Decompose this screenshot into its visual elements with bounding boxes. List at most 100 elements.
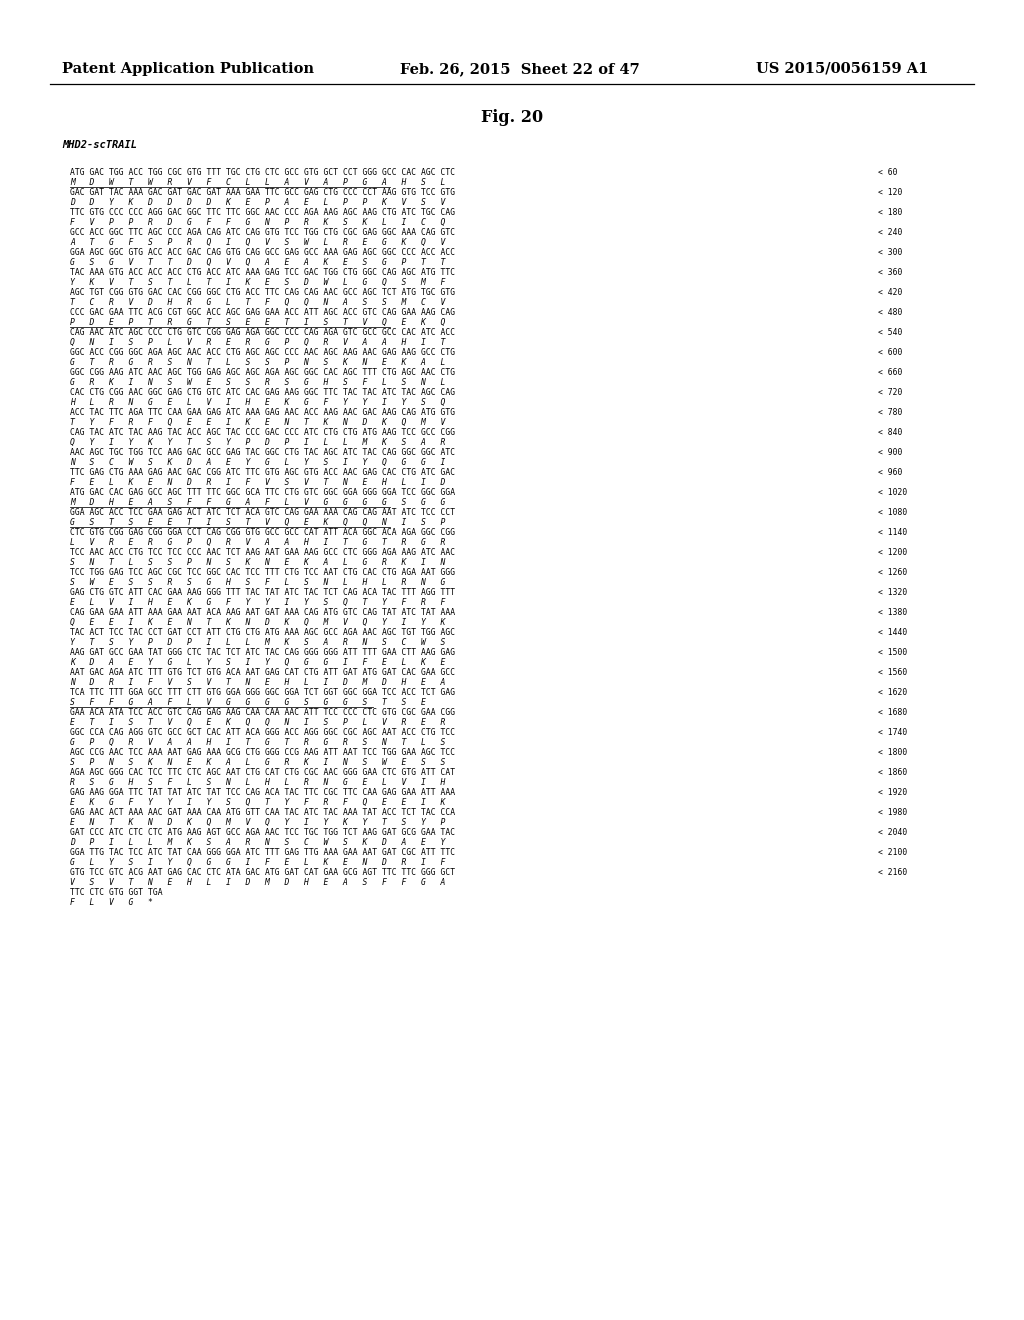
Text: < 1320: < 1320 — [878, 587, 907, 597]
Text: < 1500: < 1500 — [878, 648, 907, 657]
Text: < 420: < 420 — [878, 288, 902, 297]
Text: Patent Application Publication: Patent Application Publication — [62, 62, 314, 77]
Text: < 540: < 540 — [878, 327, 902, 337]
Text: < 660: < 660 — [878, 368, 902, 378]
Text: GGA TTG TAC TCC ATC TAT CAA GGG GGA ATC TTT GAG TTG AAA GAA AAT GAT CGC ATT TTC: GGA TTG TAC TCC ATC TAT CAA GGG GGA ATC … — [70, 847, 455, 857]
Text: < 1560: < 1560 — [878, 668, 907, 677]
Text: CAC CTG CGG AAC GGC GAG CTG GTC ATC CAC GAG AAG GGC TTC TAC TAC ATC TAC AGC CAG: CAC CTG CGG AAC GGC GAG CTG GTC ATC CAC … — [70, 388, 455, 397]
Text: V   S   V   T   N   E   H   L   I   D   M   D   H   E   A   S   F   F   G   A: V S V T N E H L I D M D H E A S F F G A — [70, 878, 445, 887]
Text: M   D   H   E   A   S   F   F   G   A   F   L   V   G   G   G   G   S   G   G: M D H E A S F F G A F L V G G G G S G G — [70, 498, 445, 507]
Text: GCC ACC GGC TTC AGC CCC AGA CAG ATC CAG GTG TCC TGG CTG CGC GAG GGC AAA CAG GTC: GCC ACC GGC TTC AGC CCC AGA CAG ATC CAG … — [70, 228, 455, 238]
Text: L   V   R   E   R   G   P   Q   R   V   A   A   H   I   T   G   T   R   G   R: L V R E R G P Q R V A A H I T G T R G R — [70, 539, 445, 546]
Text: < 480: < 480 — [878, 308, 902, 317]
Text: TTC GAG CTG AAA GAG AAC GAC CGG ATC TTC GTG AGC GTG ACC AAC GAG CAC CTG ATC GAC: TTC GAG CTG AAA GAG AAC GAC CGG ATC TTC … — [70, 469, 455, 477]
Text: ATG GAC TGG ACC TGG CGC GTG TTT TGC CTG CTC GCC GTG GCT CCT GGG GCC CAC AGC CTC: ATG GAC TGG ACC TGG CGC GTG TTT TGC CTG … — [70, 168, 455, 177]
Text: ACC TAC TTC AGA TTC CAA GAA GAG ATC AAA GAG AAC ACC AAG AAC GAC AAG CAG ATG GTG: ACC TAC TTC AGA TTC CAA GAA GAG ATC AAA … — [70, 408, 455, 417]
Text: US 2015/0056159 A1: US 2015/0056159 A1 — [756, 62, 929, 77]
Text: G   P   Q   R   V   A   A   H   I   T   G   T   R   G   R   S   N   T   L   S: G P Q R V A A H I T G T R G R S N T L S — [70, 738, 445, 747]
Text: E   T   I   S   T   V   Q   E   K   Q   Q   N   I   S   P   L   V   R   E   R: E T I S T V Q E K Q Q N I S P L V R E R — [70, 718, 445, 727]
Text: Y   K   V   T   S   T   L   T   I   K   E   S   D   W   L   G   Q   S   M   F: Y K V T S T L T I K E S D W L G Q S M F — [70, 279, 445, 286]
Text: < 360: < 360 — [878, 268, 902, 277]
Text: < 600: < 600 — [878, 348, 902, 356]
Text: GAG CTG GTC ATT CAC GAA AAG GGG TTT TAC TAT ATC TAC TCT CAG ACA TAC TTT AGG TTT: GAG CTG GTC ATT CAC GAA AAG GGG TTT TAC … — [70, 587, 455, 597]
Text: AGC CCG AAC TCC AAA AAT GAG AAA GCG CTG GGG CCG AAG ATT AAT TCC TGG GAA AGC TCC: AGC CCG AAC TCC AAA AAT GAG AAA GCG CTG … — [70, 748, 455, 756]
Text: < 60: < 60 — [878, 168, 897, 177]
Text: AAG GAT GCC GAA TAT GGG CTC TAC TCT ATC TAC CAG GGG GGG ATT TTT GAA CTT AAG GAG: AAG GAT GCC GAA TAT GGG CTC TAC TCT ATC … — [70, 648, 455, 657]
Text: < 240: < 240 — [878, 228, 902, 238]
Text: Y   T   S   Y   P   D   P   I   L   L   M   K   S   A   R   N   S   C   W   S: Y T S Y P D P I L L M K S A R N S C W S — [70, 638, 445, 647]
Text: < 1620: < 1620 — [878, 688, 907, 697]
Text: ATG GAC CAC GAG GCC AGC TTT TTC GGC GCA TTC CTG GTC GGC GGA GGG GGA TCC GGC GGA: ATG GAC CAC GAG GCC AGC TTT TTC GGC GCA … — [70, 488, 455, 498]
Text: AGC TGT CGG GTG GAC CAC CGG GGC CTG ACC TTC CAG CAG AAC GCC AGC TCT ATG TGC GTG: AGC TGT CGG GTG GAC CAC CGG GGC CTG ACC … — [70, 288, 455, 297]
Text: < 720: < 720 — [878, 388, 902, 397]
Text: R   S   G   H   S   F   L   S   N   L   H   L   R   N   G   E   L   V   I   H: R S G H S F L S N L H L R N G E L V I H — [70, 777, 445, 787]
Text: < 1140: < 1140 — [878, 528, 907, 537]
Text: G   L   Y   S   I   Y   Q   G   G   I   F   E   L   K   E   N   D   R   I   F: G L Y S I Y Q G G I F E L K E N D R I F — [70, 858, 445, 867]
Text: TCC AAC ACC CTG TCC TCC CCC AAC TCT AAG AAT GAA AAG GCC CTC GGG AGA AAG ATC AAC: TCC AAC ACC CTG TCC TCC CCC AAC TCT AAG … — [70, 548, 455, 557]
Text: TCA TTC TTT GGA GCC TTT CTT GTG GGA GGG GGC GGA TCT GGT GGC GGA TCC ACC TCT GAG: TCA TTC TTT GGA GCC TTT CTT GTG GGA GGG … — [70, 688, 455, 697]
Text: < 1020: < 1020 — [878, 488, 907, 498]
Text: CTC GTG CGG GAG CGG GGA CCT CAG CGG GTG GCC GCC CAT ATT ACA GGC ACA AGA GGC CGG: CTC GTG CGG GAG CGG GGA CCT CAG CGG GTG … — [70, 528, 455, 537]
Text: GAG AAG GGA TTC TAT TAT ATC TAT TCC CAG ACA TAC TTC CGC TTC CAA GAG GAA ATT AAA: GAG AAG GGA TTC TAT TAT ATC TAT TCC CAG … — [70, 788, 455, 797]
Text: F   E   L   K   E   N   D   R   I   F   V   S   V   T   N   E   H   L   I   D: F E L K E N D R I F V S V T N E H L I D — [70, 478, 445, 487]
Text: G   S   G   V   T   T   D   Q   V   Q   A   E   A   K   E   S   G   P   T   T: G S G V T T D Q V Q A E A K E S G P T T — [70, 257, 445, 267]
Text: AAC AGC TGC TGG TCC AAG GAC GCC GAG TAC GGC CTG TAC AGC ATC TAC CAG GGC GGC ATC: AAC AGC TGC TGG TCC AAG GAC GCC GAG TAC … — [70, 447, 455, 457]
Text: Q   Y   I   Y   K   Y   T   S   Y   P   D   P   I   L   L   M   K   S   A   R: Q Y I Y K Y T S Y P D P I L L M K S A R — [70, 438, 445, 447]
Text: TAC ACT TCC TAC CCT GAT CCT ATT CTG CTG ATG AAA AGC GCC AGA AAC AGC TGT TGG AGC: TAC ACT TCC TAC CCT GAT CCT ATT CTG CTG … — [70, 628, 455, 638]
Text: S   W   E   S   S   R   S   G   H   S   F   L   S   N   L   H   L   R   N   G: S W E S S R S G H S F L S N L H L R N G — [70, 578, 445, 587]
Text: < 1380: < 1380 — [878, 609, 907, 616]
Text: E   N   T   K   N   D   K   Q   M   V   Q   Y   I   Y   K   Y   T   S   Y   P: E N T K N D K Q M V Q Y I Y K Y T S Y P — [70, 818, 445, 828]
Text: < 120: < 120 — [878, 187, 902, 197]
Text: E   L   V   I   H   E   K   G   F   Y   Y   I   Y   S   Q   T   Y   F   R   F: E L V I H E K G F Y Y I Y S Q T Y F R F — [70, 598, 445, 607]
Text: D   P   I   L   L   M   K   S   A   R   N   S   C   W   S   K   D   A   E   Y: D P I L L M K S A R N S C W S K D A E Y — [70, 838, 445, 847]
Text: Feb. 26, 2015  Sheet 22 of 47: Feb. 26, 2015 Sheet 22 of 47 — [400, 62, 640, 77]
Text: TTC GTG CCC CCC AGG GAC GGC TTC TTC GGC AAC CCC AGA AAG AGC AAG CTG ATC TGC CAG: TTC GTG CCC CCC AGG GAC GGC TTC TTC GGC … — [70, 209, 455, 216]
Text: GGA AGC GGC GTG ACC ACC GAC CAG GTG CAG GCC GAG GCC AAA GAG AGC GGC CCC ACC ACC: GGA AGC GGC GTG ACC ACC GAC CAG GTG CAG … — [70, 248, 455, 257]
Text: E   K   G   F   Y   Y   I   Y   S   Q   T   Y   F   R   F   Q   E   E   I   K: E K G F Y Y I Y S Q T Y F R F Q E E I K — [70, 799, 445, 807]
Text: S   P   N   S   K   N   E   K   A   L   G   R   K   I   N   S   W   E   S   S: S P N S K N E K A L G R K I N S W E S S — [70, 758, 445, 767]
Text: GAT CCC ATC CTC CTC ATG AAG AGT GCC AGA AAC TCC TGC TGG TCT AAG GAT GCG GAA TAC: GAT CCC ATC CTC CTC ATG AAG AGT GCC AGA … — [70, 828, 455, 837]
Text: < 2160: < 2160 — [878, 869, 907, 876]
Text: H   L   R   N   G   E   L   V   I   H   E   K   G   F   Y   Y   I   Y   S   Q: H L R N G E L V I H E K G F Y Y I Y S Q — [70, 399, 445, 407]
Text: TTC CTC GTG GGT TGA: TTC CTC GTG GGT TGA — [70, 888, 163, 898]
Text: < 1860: < 1860 — [878, 768, 907, 777]
Text: CAG TAC ATC TAC AAG TAC ACC AGC TAC CCC GAC CCC ATC CTG CTG ATG AAG TCC GCC CGG: CAG TAC ATC TAC AAG TAC ACC AGC TAC CCC … — [70, 428, 455, 437]
Text: CAG AAC ATC AGC CCC CTG GTC CGG GAG AGA GGC CCC CAG AGA GTC GCC GCC CAC ATC ACC: CAG AAC ATC AGC CCC CTG GTC CGG GAG AGA … — [70, 327, 455, 337]
Text: CCC GAC GAA TTC ACG CGT GGC ACC AGC GAG GAA ACC ATT AGC ACC GTC CAG GAA AAG CAG: CCC GAC GAA TTC ACG CGT GGC ACC AGC GAG … — [70, 308, 455, 317]
Text: AGA AGC GGG CAC TCC TTC CTC AGC AAT CTG CAT CTG CGC AAC GGG GAA CTC GTG ATT CAT: AGA AGC GGG CAC TCC TTC CTC AGC AAT CTG … — [70, 768, 455, 777]
Text: G   R   K   I   N   S   W   E   S   S   R   S   G   H   S   F   L   S   N   L: G R K I N S W E S S R S G H S F L S N L — [70, 378, 445, 387]
Text: Q   N   I   S   P   L   V   R   E   R   G   P   Q   R   V   A   A   H   I   T: Q N I S P L V R E R G P Q R V A A H I T — [70, 338, 445, 347]
Text: < 840: < 840 — [878, 428, 902, 437]
Text: < 1920: < 1920 — [878, 788, 907, 797]
Text: F   V   P   P   R   D   G   F   F   G   N   P   R   K   S   K   L   I   C   Q: F V P P R D G F F G N P R K S K L I C Q — [70, 218, 445, 227]
Text: P   D   E   P   T   R   G   T   S   E   E   T   I   S   T   V   Q   E   K   Q: P D E P T R G T S E E T I S T V Q E K Q — [70, 318, 445, 327]
Text: < 2040: < 2040 — [878, 828, 907, 837]
Text: GAG AAC ACT AAA AAC GAT AAA CAA ATG GTT CAA TAC ATC TAC AAA TAT ACC TCT TAC CCA: GAG AAC ACT AAA AAC GAT AAA CAA ATG GTT … — [70, 808, 455, 817]
Text: G   S   T   S   E   E   T   I   S   T   V   Q   E   K   Q   Q   N   I   S   P: G S T S E E T I S T V Q E K Q Q N I S P — [70, 517, 445, 527]
Text: < 1980: < 1980 — [878, 808, 907, 817]
Text: < 1260: < 1260 — [878, 568, 907, 577]
Text: Q   E   E   I   K   E   N   T   K   N   D   K   Q   M   V   Q   Y   I   Y   K: Q E E I K E N T K N D K Q M V Q Y I Y K — [70, 618, 445, 627]
Text: < 900: < 900 — [878, 447, 902, 457]
Text: < 1440: < 1440 — [878, 628, 907, 638]
Text: MHD2-scTRAIL: MHD2-scTRAIL — [62, 140, 137, 150]
Text: < 960: < 960 — [878, 469, 902, 477]
Text: < 1200: < 1200 — [878, 548, 907, 557]
Text: GGC ACC CGG GGC AGA AGC AAC ACC CTG AGC AGC CCC AAC AGC AAG AAC GAG AAG GCC CTG: GGC ACC CGG GGC AGA AGC AAC ACC CTG AGC … — [70, 348, 455, 356]
Text: < 2100: < 2100 — [878, 847, 907, 857]
Text: M   D   W   T   W   R   V   F   C   L   L   A   V   A   P   G   A   H   S   L: M D W T W R V F C L L A V A P G A H S L — [70, 178, 445, 187]
Text: GGA AGC ACC TCC GAA GAG ACT ATC TCT ACA GTC CAG GAA AAA CAG CAG AAT ATC TCC CCT: GGA AGC ACC TCC GAA GAG ACT ATC TCT ACA … — [70, 508, 455, 517]
Text: < 1740: < 1740 — [878, 729, 907, 737]
Text: GAC GAT TAC AAA GAC GAT GAC GAT AAA GAA TTC GCC GAG CTG CCC CCT AAG GTG TCC GTG: GAC GAT TAC AAA GAC GAT GAC GAT AAA GAA … — [70, 187, 455, 197]
Text: TCC TGG GAG TCC AGC CGC TCC GGC CAC TCC TTT CTG TCC AAT CTG CAC CTG AGA AAT GGG: TCC TGG GAG TCC AGC CGC TCC GGC CAC TCC … — [70, 568, 455, 577]
Text: < 1800: < 1800 — [878, 748, 907, 756]
Text: TAC AAA GTG ACC ACC ACC CTG ACC ATC AAA GAG TCC GAC TGG CTG GGC CAG AGC ATG TTC: TAC AAA GTG ACC ACC ACC CTG ACC ATC AAA … — [70, 268, 455, 277]
Text: GAA ACA ATA TCC ACC GTC CAG GAG AAG CAA CAA AAC ATT TCC CCC CTC GTG CGC GAA CGG: GAA ACA ATA TCC ACC GTC CAG GAG AAG CAA … — [70, 708, 455, 717]
Text: Fig. 20: Fig. 20 — [481, 110, 543, 125]
Text: AAT GAC AGA ATC TTT GTG TCT GTG ACA AAT GAG CAT CTG ATT GAT ATG GAT CAC GAA GCC: AAT GAC AGA ATC TTT GTG TCT GTG ACA AAT … — [70, 668, 455, 677]
Text: < 1680: < 1680 — [878, 708, 907, 717]
Text: K   D   A   E   Y   G   L   Y   S   I   Y   Q   G   G   I   F   E   L   K   E: K D A E Y G L Y S I Y Q G G I F E L K E — [70, 657, 445, 667]
Text: < 180: < 180 — [878, 209, 902, 216]
Text: GTG TCC GTC ACG AAT GAG CAC CTC ATA GAC ATG GAT CAT GAA GCG AGT TTC TTC GGG GCT: GTG TCC GTC ACG AAT GAG CAC CTC ATA GAC … — [70, 869, 455, 876]
Text: S   F   F   G   A   F   L   V   G   G   G   G   S   G   G   S   T   S   E: S F F G A F L V G G G G S G G S T S E — [70, 698, 426, 708]
